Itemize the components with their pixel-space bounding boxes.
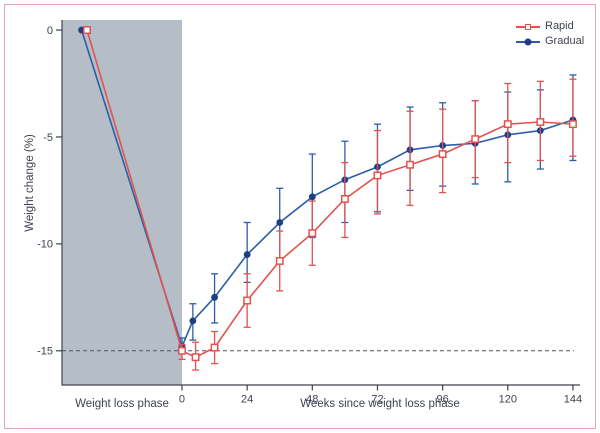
x-tick-label: 48 [306,394,318,406]
data-point-marker [178,346,186,355]
series-rapid [83,26,577,371]
legend-label-gradual: Gradual [545,35,585,47]
data-point-marker [308,193,316,201]
data-point-marker [406,160,414,169]
data-point-marker [438,150,447,159]
legend: Rapid Gradual [516,19,584,49]
gradual-marker-swatch [524,38,532,45]
rapid-marker-swatch [525,23,531,30]
legend-label-rapid: Rapid [545,20,574,32]
data-point-marker [210,343,219,352]
data-point-marker [243,251,251,258]
data-point-marker [536,118,545,126]
data-point-marker [308,229,317,238]
weight-loss-phase-band [62,20,182,385]
x-axis-title: Weeks since weight loss phase [300,398,460,410]
x-tick-label: 120 [499,394,517,406]
data-point-marker [568,120,577,129]
axes [61,20,580,386]
legend-item-gradual: Gradual [516,34,584,49]
y-tick-label: -5 [43,132,53,144]
x-tick-label: 96 [437,394,449,406]
gradual-series-icon [516,37,540,47]
data-point-marker [503,120,512,129]
x-tick-label: 24 [241,394,253,406]
rapid-series-icon [516,22,540,32]
y-tick-label: -15 [37,346,53,358]
y-tick-label: -10 [37,239,53,251]
x-tick-label: 72 [371,394,383,406]
legend-item-rapid: Rapid [516,19,584,34]
data-point-marker [373,171,382,180]
y-tick-label: 0 [47,25,53,37]
shaded-region-label: Weight loss phase [75,398,169,410]
data-point-marker [275,257,284,265]
x-tick-label: 144 [564,394,582,406]
y-axis-title: Weight change (%) [24,134,36,232]
data-point-marker [276,219,284,226]
data-point-marker [471,135,480,144]
data-point-marker [191,353,200,362]
data-point-marker [243,296,252,305]
data-point-marker [211,293,218,301]
data-point-marker [83,26,91,34]
data-point-marker [340,195,349,203]
x-tick-label: 0 [179,394,185,406]
data-point-marker [189,317,197,325]
